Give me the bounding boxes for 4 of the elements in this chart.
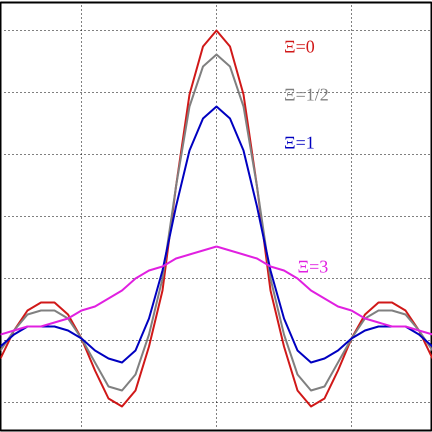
text: Ξ=0	[284, 36, 315, 56]
text: Ξ=1	[284, 132, 315, 152]
text: Ξ=1/2	[284, 84, 329, 104]
series-label: Ξ=3	[298, 256, 328, 276]
